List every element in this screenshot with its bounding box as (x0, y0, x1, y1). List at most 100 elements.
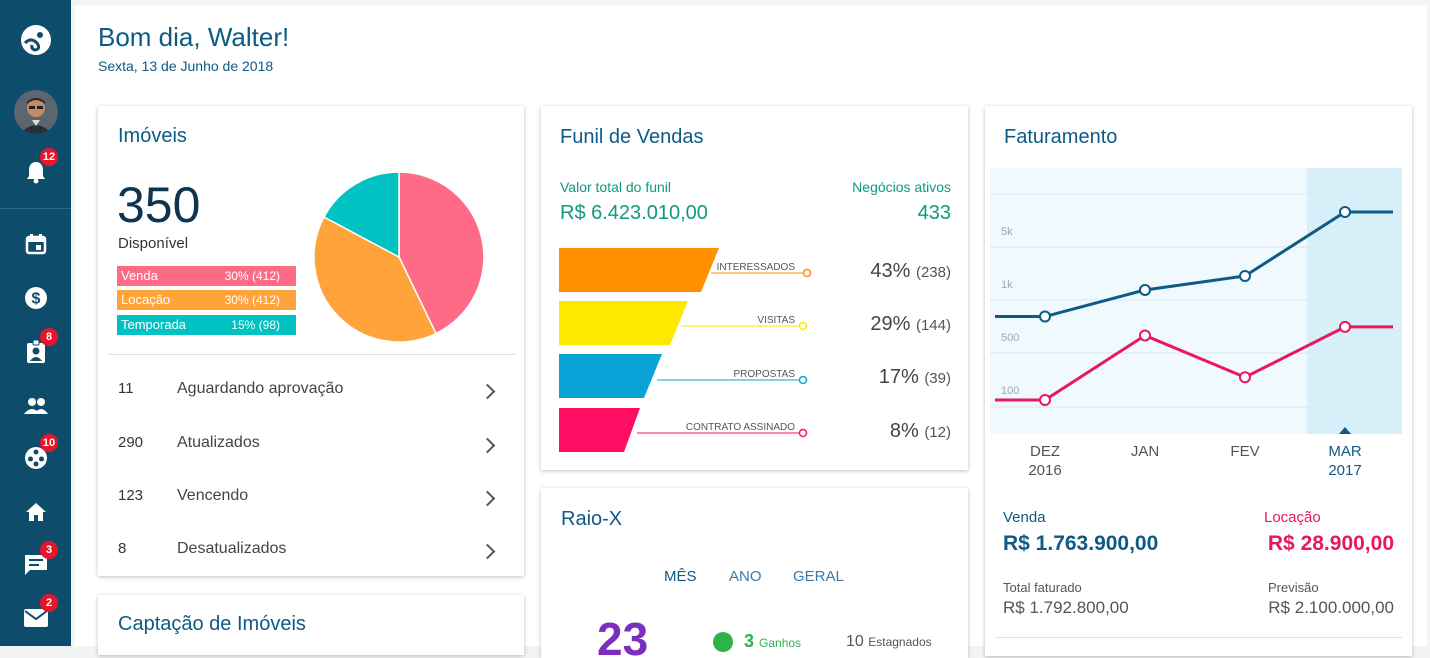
legend-value: 30% (412) (224, 269, 280, 283)
legend-label: Locação (121, 292, 171, 307)
stage-pct: 17% (39) (878, 366, 951, 388)
locacao-value: R$ 28.900,00 (1267, 532, 1394, 555)
funil-total-label: Valor total do funil (560, 179, 672, 195)
funnel-stage-contrato (559, 408, 640, 452)
x-tick-year: 2017 (1328, 462, 1361, 479)
funnel-graphic (559, 248, 812, 452)
svg-text:$: $ (31, 291, 40, 308)
sidebar-item-people[interactable] (0, 386, 71, 426)
chevron-right-icon (479, 437, 496, 454)
tab-mes[interactable]: MÊS (664, 568, 697, 585)
raiox-card: Raio-X MÊS ANO GERAL 23 3 Ganhos 10 Esta… (541, 488, 968, 658)
legend-venda[interactable]: Venda 30% (412) (117, 266, 296, 286)
tab-geral[interactable]: GERAL (793, 568, 844, 585)
pie-slice-locacao (313, 215, 438, 343)
dollar-icon: $ (24, 287, 47, 309)
legend-temporada[interactable]: Temporada 15% (98) (117, 315, 296, 335)
data-point[interactable] (1139, 329, 1151, 342)
divider (108, 354, 516, 355)
user-avatar-button[interactable] (0, 90, 71, 134)
series-line-locao (995, 325, 1393, 402)
pie-slice-temporada (322, 171, 400, 259)
imoveis-card: Imóveis 350 Disponível Venda 30% (412) L… (98, 106, 524, 576)
avatar (13, 90, 58, 134)
raiox-big-number: 23 (597, 613, 649, 658)
data-point[interactable] (1039, 310, 1051, 323)
funil-active-label: Negócios ativos (852, 179, 951, 195)
funil-active-value: 433 (917, 202, 951, 224)
chevron-right-icon (479, 383, 496, 400)
series-line-venda (995, 210, 1393, 319)
stage-pct: 43% (238) (870, 260, 951, 282)
app-logo[interactable] (0, 20, 71, 60)
contacts-badge: 8 (40, 328, 58, 346)
legend-label: Venda (121, 268, 158, 283)
chat-icon (24, 555, 47, 575)
total-faturado-label: Total faturado (1003, 580, 1082, 595)
data-point[interactable] (1239, 269, 1251, 282)
funnel-stage-visitas (559, 301, 688, 345)
y-tick-label: 100 (1001, 385, 1019, 397)
chameleon-logo-icon (20, 25, 51, 55)
y-tick-label: 5k (1001, 226, 1013, 238)
tab-ano[interactable]: ANO (729, 568, 762, 585)
chevron-right-icon (479, 543, 496, 560)
calendar-icon (25, 234, 46, 255)
sidebar-divider (0, 208, 71, 209)
venda-value: R$ 1.763.900,00 (1003, 532, 1159, 555)
pie-slice-venda (398, 171, 485, 335)
sidebar-item-finance[interactable]: $ (0, 278, 71, 318)
thumbs-up-icon (713, 632, 733, 652)
x-tick-label: FEV (1230, 443, 1259, 460)
funil-title: Funil de Vendas (560, 126, 704, 148)
data-point[interactable] (1339, 320, 1351, 333)
sidebar-item-calendar[interactable] (0, 224, 71, 264)
row-count: 290 (118, 434, 144, 451)
divider (995, 637, 1402, 638)
faturamento-card: Faturamento 5k 1k 500 100 DEZ 2016 JAN FEV MAR 2… (985, 106, 1412, 656)
previsao-value: R$ 2.100.000,00 (1268, 598, 1394, 617)
sidebar-item-home[interactable] (0, 492, 71, 532)
funnel-stage-propostas (559, 354, 662, 398)
legend-locacao[interactable]: Locação 30% (412) (117, 290, 296, 310)
stage-label: INTERESSADOS (716, 262, 795, 273)
row-label: Desatualizados (177, 540, 287, 557)
row-label: Atualizados (177, 434, 260, 451)
sidebar-item-mail[interactable]: 2 (0, 594, 71, 638)
raiox-title: Raio-X (561, 508, 623, 530)
faturamento-line-chart: 5k 1k 500 100 DEZ 2016 JAN FEV MAR 2017 (990, 168, 1402, 479)
data-point[interactable] (1339, 206, 1351, 218)
notifications-button[interactable]: 12 (0, 148, 71, 192)
row-count: 123 (118, 487, 144, 504)
x-tick-year: 2016 (1028, 462, 1061, 479)
stage-label: PROPOSTAS (733, 369, 796, 380)
imoveis-title: Imóveis (118, 125, 187, 147)
x-tick-label: DEZ (1030, 443, 1060, 460)
data-point[interactable] (1039, 394, 1051, 406)
stage-pct: 8% (12) (889, 420, 951, 442)
reel-icon (24, 447, 47, 469)
stage-pct: 29% (144) (870, 313, 951, 335)
greeting: Bom dia, Walter! (98, 22, 290, 52)
bell-icon (26, 162, 45, 184)
data-point[interactable] (1239, 371, 1251, 384)
sidebar-item-media[interactable]: 10 (0, 434, 71, 478)
sidebar-item-chat[interactable]: 3 (0, 541, 71, 585)
mail-badge: 2 (40, 594, 58, 612)
data-point[interactable] (1139, 283, 1151, 296)
estagnados-stat: 10 Estagnados (846, 633, 932, 650)
x-tick-label: JAN (1131, 443, 1159, 460)
total-faturado-value: R$ 1.792.800,00 (1003, 598, 1129, 617)
imoveis-pie-chart (313, 171, 485, 343)
stage-label: VISITAS (757, 315, 795, 326)
previsao-label: Previsão (1268, 580, 1319, 595)
chat-badge: 3 (40, 541, 58, 559)
chevron-right-icon (479, 490, 496, 507)
captacao-title: Captação de Imóveis (118, 613, 306, 635)
faturamento-title: Faturamento (1004, 126, 1118, 148)
locacao-label: Locação (1264, 509, 1321, 526)
sidebar-item-contacts[interactable]: 8 (0, 328, 71, 372)
legend-value: 15% (98) (231, 318, 280, 332)
legend-label: Temporada (121, 317, 187, 332)
venda-label: Venda (1003, 509, 1046, 526)
